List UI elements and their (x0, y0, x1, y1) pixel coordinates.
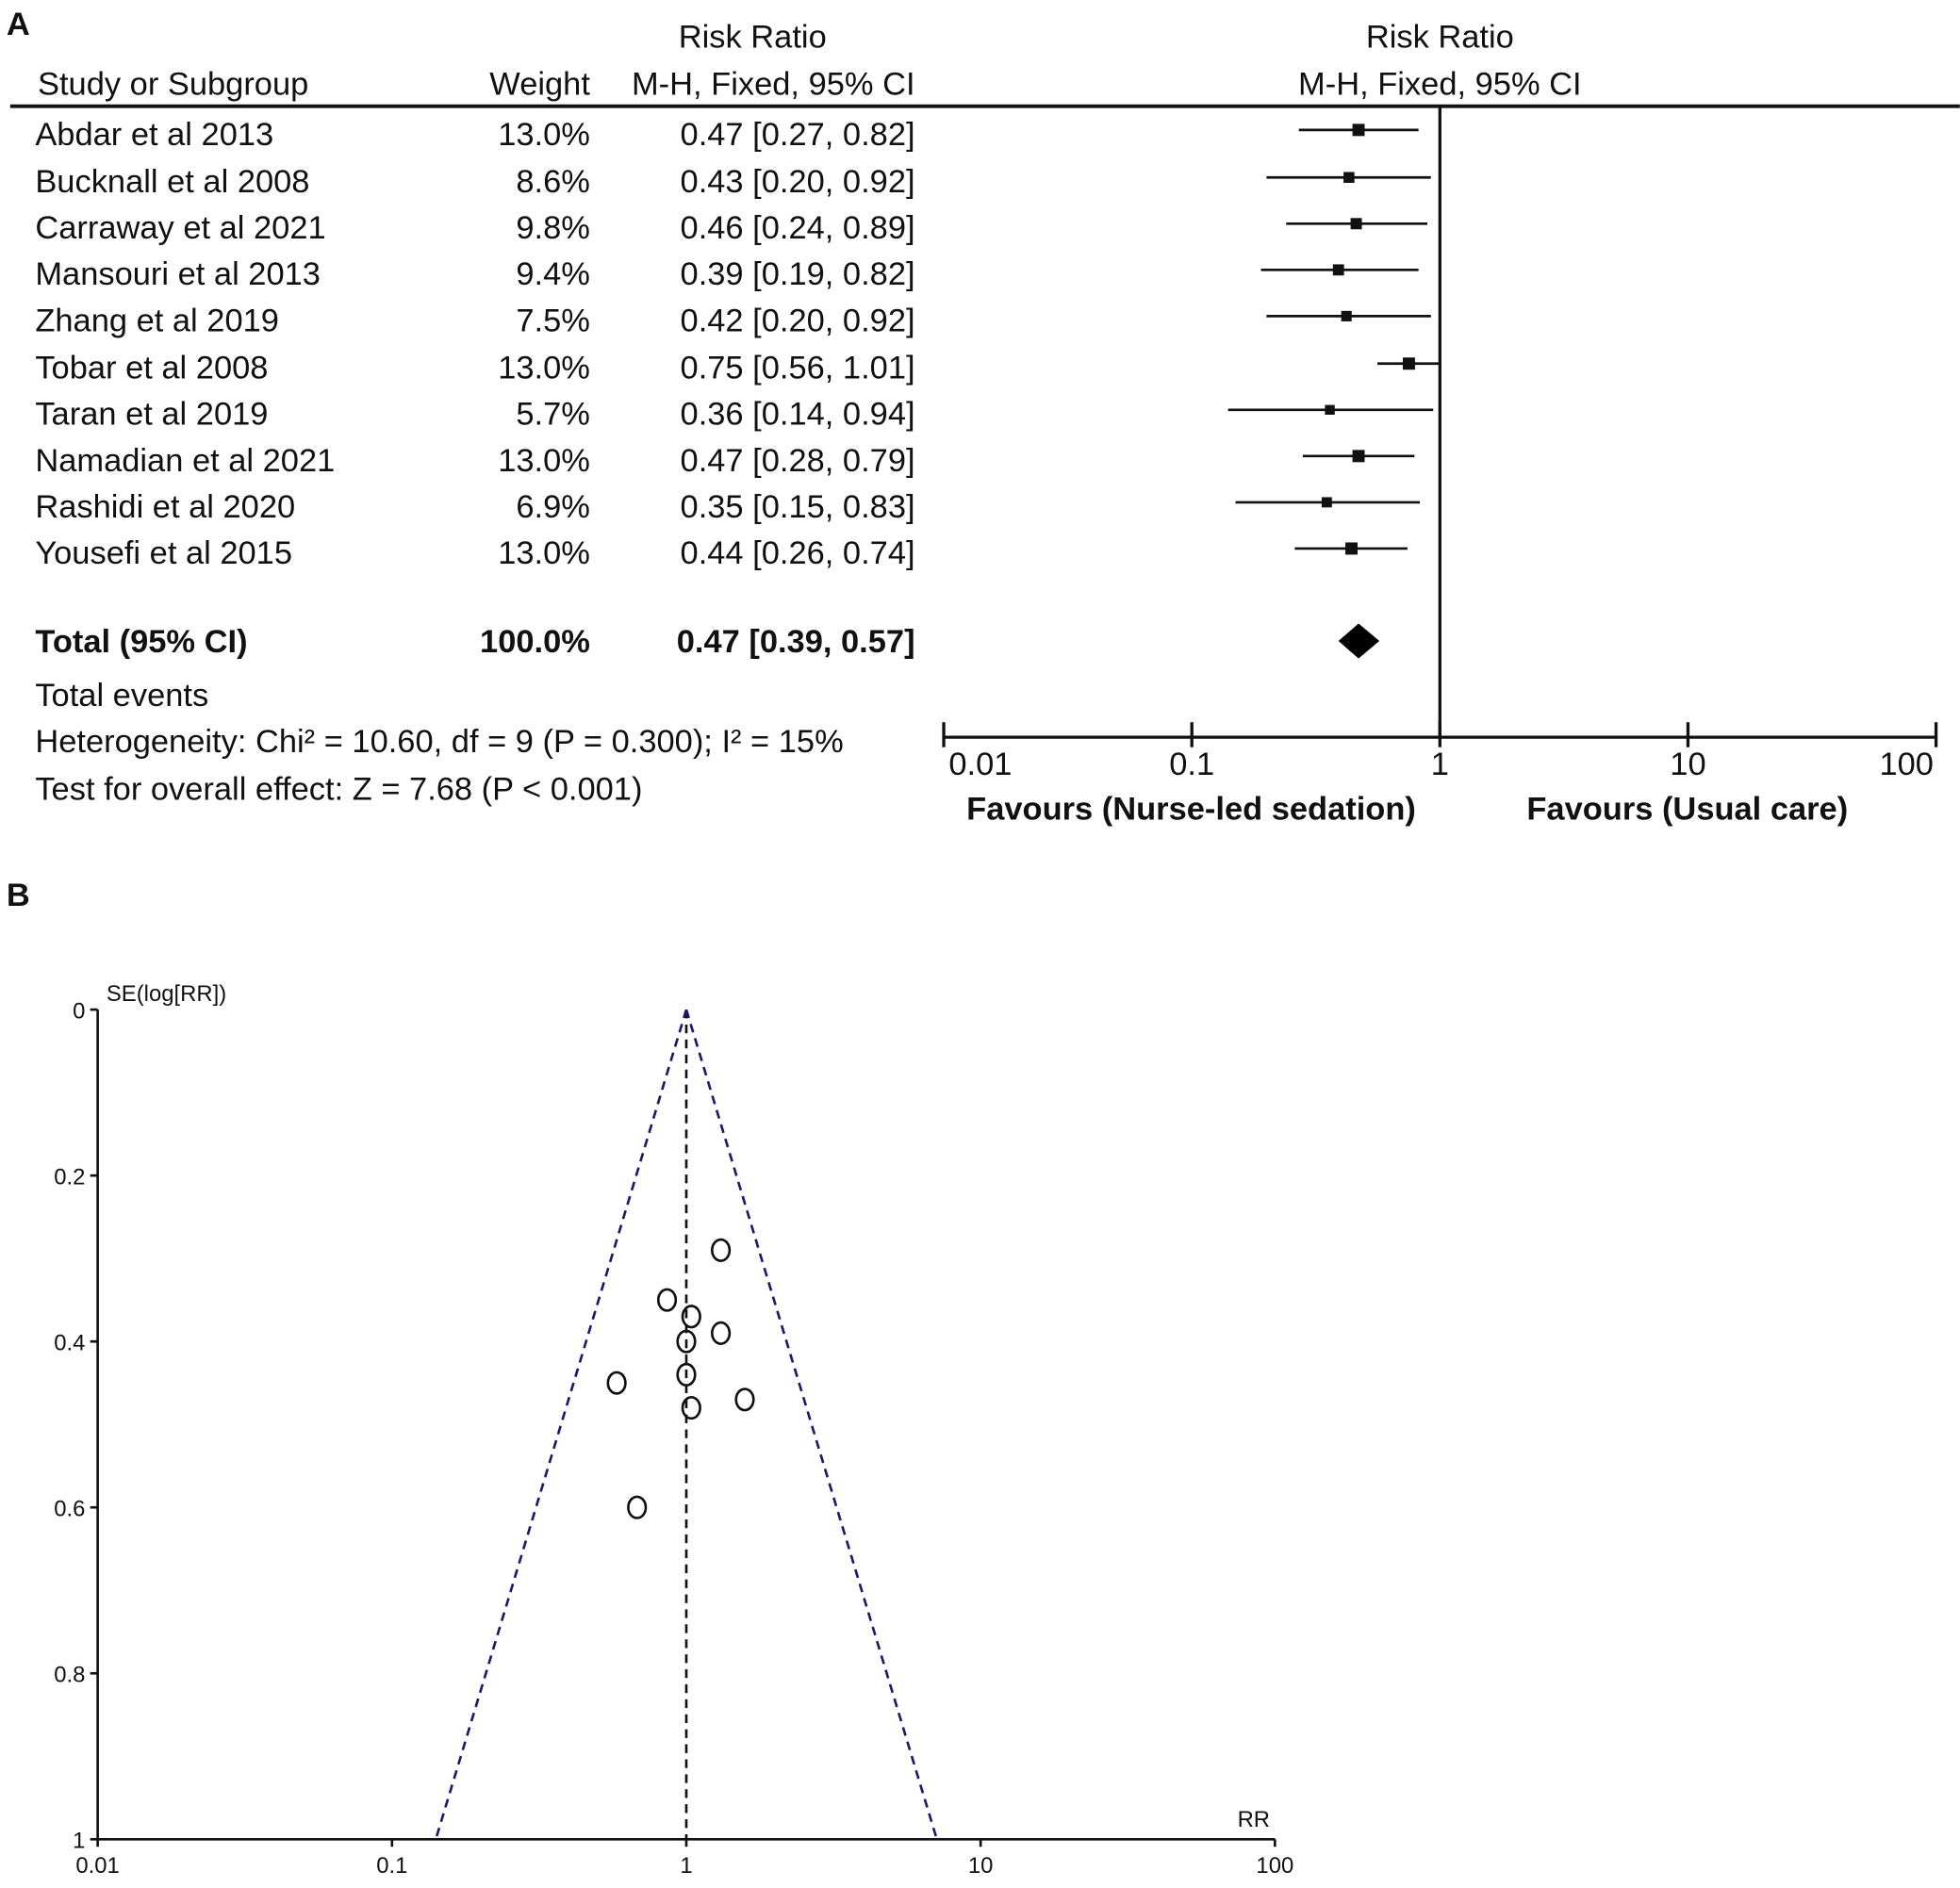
plot-title: Risk Ratio (1366, 19, 1514, 55)
effect-method-header: M-H, Fixed, 95% CI (632, 67, 915, 103)
x-tick-label: 10 (1670, 747, 1705, 782)
panel-label-b: B (7, 878, 30, 913)
total-label: Total (95% CI) (35, 624, 247, 660)
study-point (627, 1495, 648, 1519)
study-name: Taran et al 2019 (35, 397, 268, 433)
study-point (606, 1371, 627, 1395)
study-ci: 0.44 [0.26, 0.74] (681, 535, 915, 571)
funnel-left-limit (434, 1009, 688, 1840)
study-name: Namadian et al 2021 (35, 443, 335, 479)
study-ci: 0.35 [0.15, 0.83] (681, 489, 915, 525)
y-tick-label: 0.8 (54, 1663, 85, 1688)
study-name: Carraway et al 2021 (35, 210, 325, 246)
x-tick-label: 0.01 (75, 1853, 119, 1879)
x-tick-label: 100 (1879, 747, 1933, 782)
total-events: Total events (35, 678, 208, 714)
study-ci: 0.43 [0.20, 0.92] (681, 164, 915, 200)
study-weight: 9.8% (516, 210, 590, 246)
funnel-plot: 00.20.40.60.810.01 0.1 1 10 100 SE(log[RR]) … (54, 981, 1293, 1879)
study-weight: 7.5% (516, 303, 590, 338)
study-ci: 0.42 [0.20, 0.92] (681, 303, 915, 338)
study-point (681, 1396, 701, 1420)
study-point (710, 1321, 732, 1345)
effect-marker (1332, 264, 1344, 276)
x-tick-label: 0.01 (948, 747, 1012, 782)
study-ci: 0.47 [0.27, 0.82] (681, 117, 915, 153)
x-tick-label: 100 (1256, 1853, 1293, 1879)
total-diamond (1338, 623, 1380, 659)
forest-plot: Risk Ratio Risk Ratio Study or Subgroup … (9, 19, 1960, 828)
overall-effect: Test for overall effect: Z = 7.68 (P < 0… (35, 771, 642, 807)
study-name: Zhang et al 2019 (35, 303, 279, 338)
x-tick-label: 0.1 (376, 1853, 407, 1879)
effect-marker (1402, 357, 1415, 370)
heterogeneity: Heterogeneity: Chi² = 10.60, df = 9 (P =… (35, 724, 843, 760)
study-ci: 0.39 [0.19, 0.82] (681, 256, 915, 292)
y-tick-label: 0.2 (54, 1164, 85, 1190)
y-tick-label: 0.6 (54, 1496, 85, 1521)
study-point (656, 1288, 678, 1312)
study-weight: 13.0% (498, 351, 590, 386)
effect-title: Risk Ratio (679, 19, 827, 55)
x-tick-label: 1 (680, 1853, 692, 1879)
study-ci: 0.47 [0.28, 0.79] (681, 443, 915, 479)
x-tick-label: 0.1 (1169, 747, 1214, 782)
study-point (710, 1238, 732, 1262)
study-ci: 0.75 [0.56, 1.01] (681, 351, 915, 386)
favours-left: Favours (Nurse-led sedation) (966, 792, 1416, 828)
x-tick-label: 1 (1431, 747, 1449, 782)
study-weight: 5.7% (516, 397, 590, 433)
study-weight: 8.6% (516, 164, 590, 200)
effect-marker (1341, 310, 1352, 321)
total-weight: 100.0% (480, 624, 590, 660)
weight-column-header: Weight (489, 67, 590, 103)
y-tick-label: 1 (73, 1829, 85, 1854)
favours-right: Favours (Usual care) (1526, 792, 1848, 828)
effect-marker (1321, 497, 1332, 508)
funnel-right-limit (684, 1009, 938, 1840)
total-ci: 0.47 [0.39, 0.57] (677, 624, 915, 660)
y-axis-label: SE(log[RR]) (107, 981, 226, 1007)
x-axis-label: RR (1238, 1807, 1270, 1832)
study-name: Abdar et al 2013 (35, 117, 273, 153)
study-weight: 13.0% (498, 443, 590, 479)
y-tick-label: 0.4 (54, 1330, 85, 1355)
study-weight: 6.9% (516, 489, 590, 525)
study-weight: 9.4% (516, 256, 590, 292)
study-point (676, 1362, 697, 1387)
study-ci: 0.46 [0.24, 0.89] (681, 210, 915, 246)
x-tick-label: 10 (968, 1853, 994, 1879)
study-weight: 13.0% (498, 535, 590, 571)
study-weight: 13.0% (498, 117, 590, 153)
effect-marker (1345, 542, 1358, 555)
plot-method-header: M-H, Fixed, 95% CI (1298, 67, 1582, 103)
study-name: Yousefi et al 2015 (35, 535, 292, 571)
study-name: Mansouri et al 2013 (35, 256, 321, 292)
study-point (681, 1305, 701, 1329)
study-name: Rashidi et al 2020 (35, 489, 295, 525)
study-point (676, 1329, 697, 1354)
y-tick-label: 0 (73, 998, 85, 1024)
study-name: Bucknall et al 2008 (35, 164, 309, 200)
study-column-header: Study or Subgroup (38, 67, 308, 103)
effect-marker (1343, 172, 1355, 183)
study-ci: 0.36 [0.14, 0.94] (681, 397, 915, 433)
effect-marker (1352, 123, 1365, 137)
panel-label-a: A (7, 7, 30, 42)
study-name: Tobar et al 2008 (35, 351, 268, 386)
effect-marker (1325, 404, 1335, 415)
effect-marker (1352, 450, 1365, 463)
effect-marker (1350, 218, 1362, 230)
study-point (734, 1387, 755, 1412)
